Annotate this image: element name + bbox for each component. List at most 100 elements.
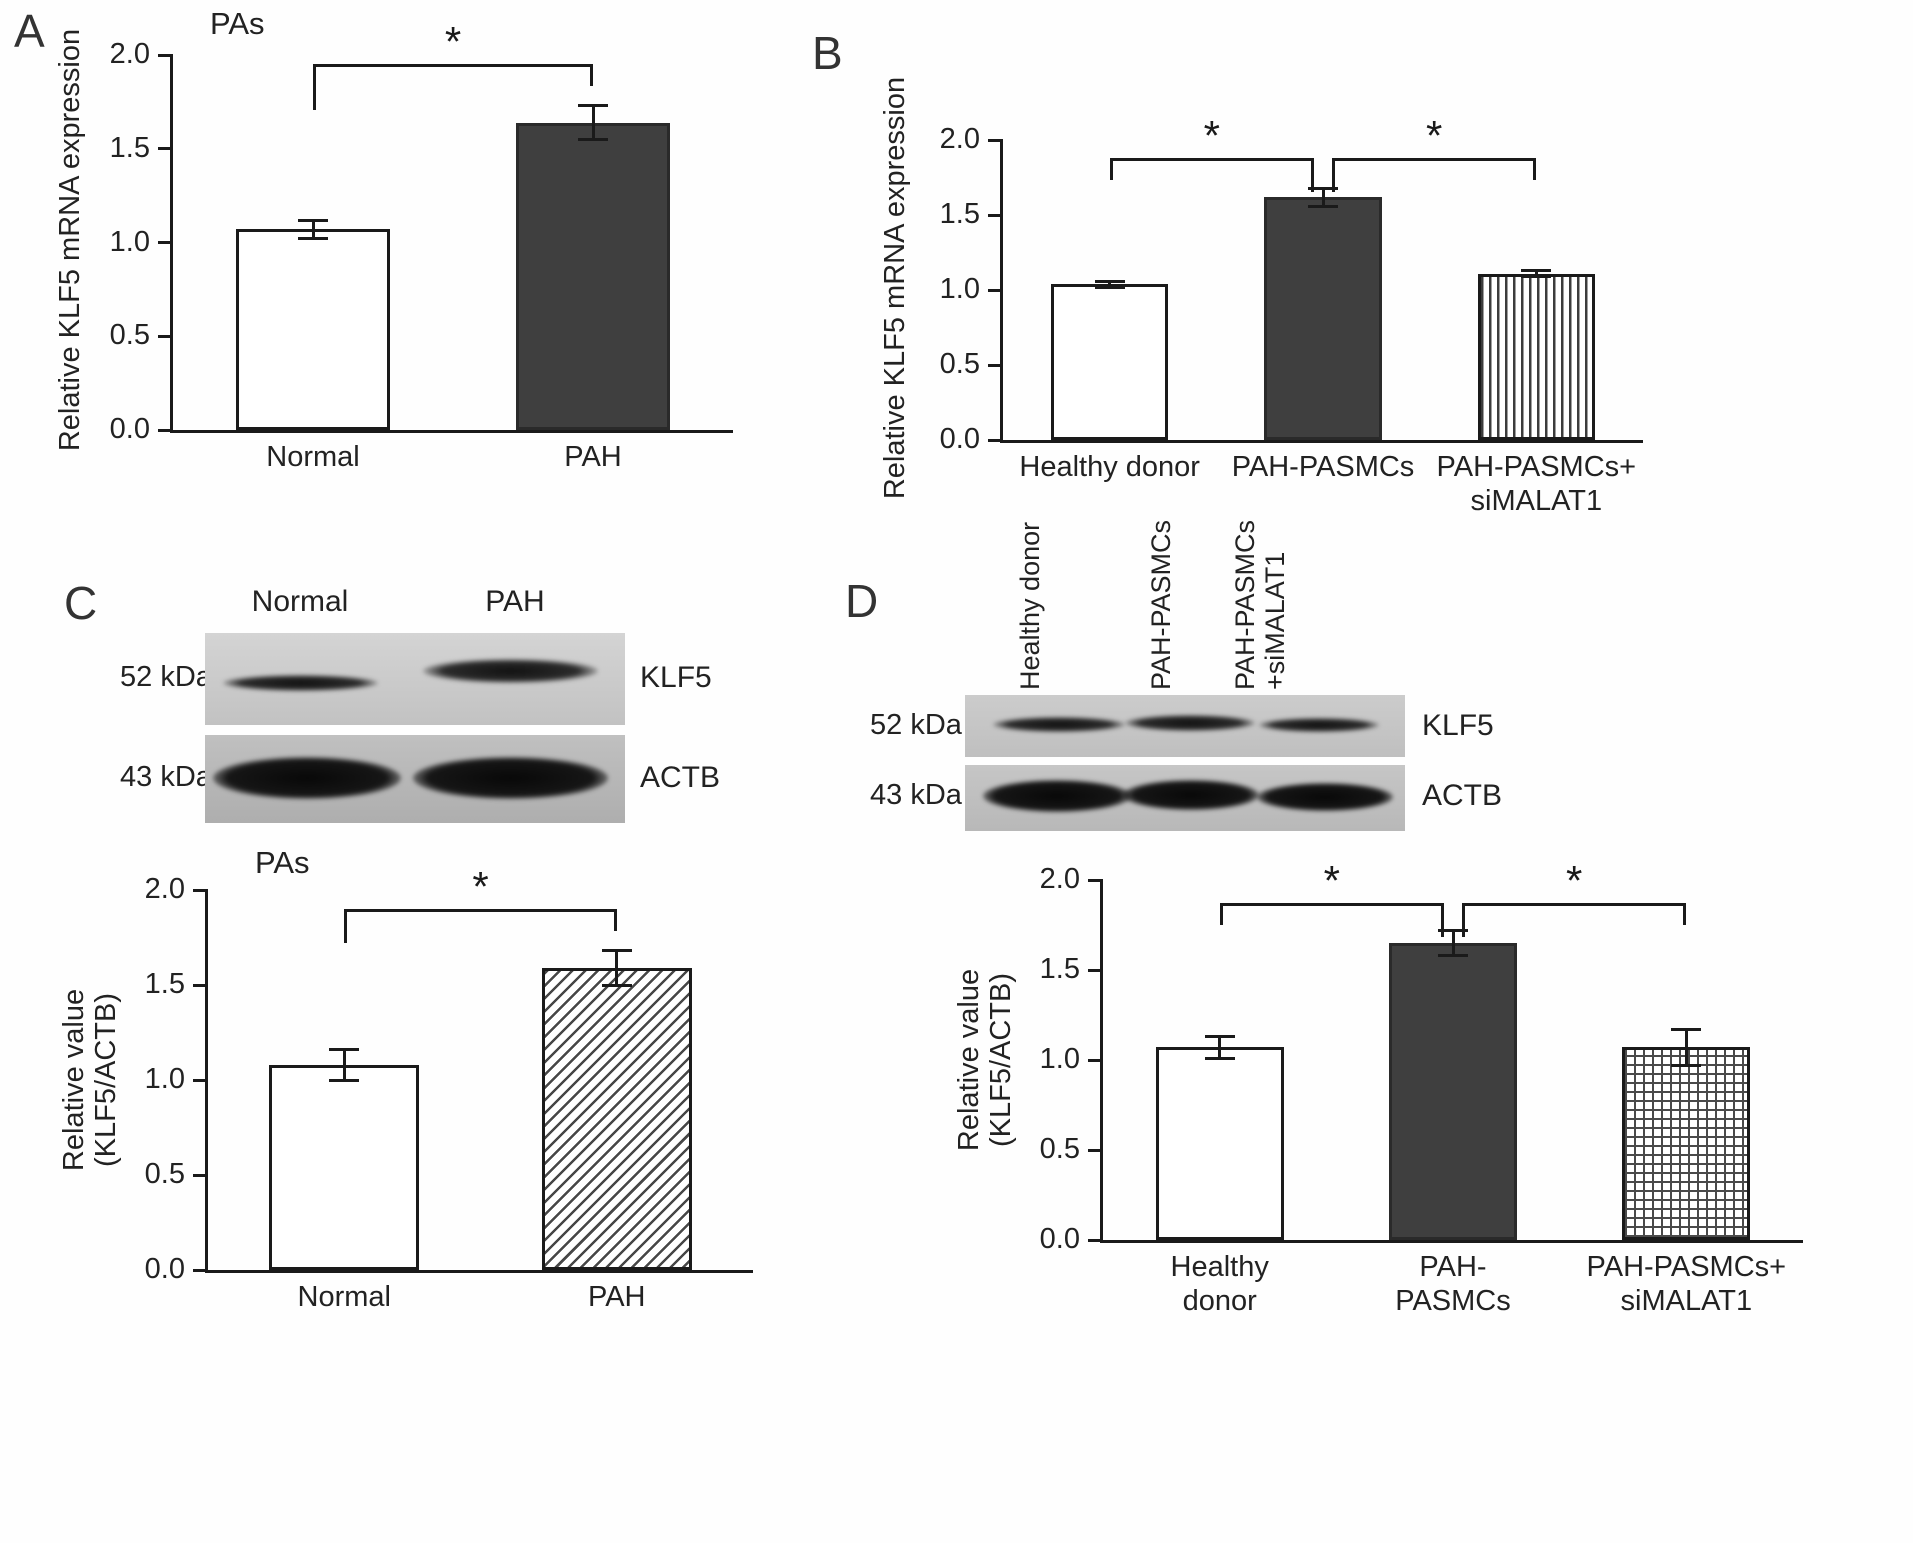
bar-1 xyxy=(1264,197,1382,440)
error-bar-cap xyxy=(298,218,328,222)
x-axis-label: PAH- PASMCs xyxy=(1395,1251,1511,1317)
bar-1 xyxy=(541,967,692,1270)
molecular-weight-label: 43 kDa xyxy=(870,779,962,811)
error-bar xyxy=(1534,270,1538,277)
y-axis-tick xyxy=(1088,878,1103,882)
y-axis-tick xyxy=(158,241,173,244)
blot-lane-label: PAH xyxy=(485,585,545,618)
y-axis-title: Relative KLF5 mRNA expression xyxy=(54,28,86,452)
error-bar-cap xyxy=(1671,1063,1702,1067)
y-axis-tick xyxy=(988,438,1003,442)
x-axis-label: PAH-PASMCs+ siMALAT1 xyxy=(1436,451,1637,517)
significance-bracket-end xyxy=(344,909,348,943)
y-axis-tick xyxy=(193,983,208,987)
error-bar xyxy=(342,1049,346,1080)
x-axis-label: PAH xyxy=(564,441,622,473)
significance-star: * xyxy=(1425,112,1443,159)
y-axis-tick xyxy=(193,888,208,892)
y-axis-tick-label: 1.5 xyxy=(939,198,980,230)
blot-band xyxy=(993,717,1125,732)
plot-area: 0.0 0.5 1.0 1.5 2.0 Healthy donor PAH- PASMCs P… xyxy=(1040,857,1803,1317)
error-bar-cap xyxy=(1308,204,1338,208)
y-axis-tick xyxy=(193,1268,208,1272)
y-axis-tick-label: 1.0 xyxy=(109,225,150,258)
error-bar-cap xyxy=(601,983,632,987)
significance-bracket xyxy=(1219,903,1444,907)
y-axis-tick-label: 0.0 xyxy=(939,423,980,455)
molecular-weight-label: 43 kDa xyxy=(120,761,212,793)
significance-star: * xyxy=(472,863,489,910)
molecular-weight-label: 52 kDa xyxy=(120,661,212,693)
protein-label: ACTB xyxy=(1422,779,1503,812)
chart-title: PAs xyxy=(210,6,265,41)
blot-band xyxy=(1123,780,1259,810)
significance-bracket-end xyxy=(1109,158,1113,180)
panel-c-blot: Normal PAH 52 kDa KLF5 43 kDa ACTB xyxy=(120,585,780,845)
error-bar xyxy=(311,220,315,239)
blot-lane-label: Normal xyxy=(251,585,349,618)
molecular-weight-label: 52 kDa xyxy=(870,709,962,741)
error-bar-cap xyxy=(578,104,608,108)
protein-label: KLF5 xyxy=(640,661,712,694)
error-bar-cap xyxy=(1521,269,1552,272)
y-axis-tick xyxy=(1088,1238,1103,1242)
y-axis-tick-label: 2.0 xyxy=(144,873,185,905)
y-axis-tick-label: 0.5 xyxy=(109,319,150,352)
blot-strip-klf5 xyxy=(205,633,625,725)
error-bar-cap xyxy=(1204,1056,1235,1060)
y-axis-tick-label: 0.5 xyxy=(144,1158,185,1190)
panel-b-chart: Relative KLF5 mRNA expression 0.0 0.5 1.0 1… xyxy=(860,55,1910,535)
error-bar xyxy=(1108,281,1112,287)
error-bar-cap xyxy=(1094,285,1125,289)
error-bar-cap xyxy=(1094,279,1125,283)
y-axis-tick xyxy=(158,334,173,338)
y-axis-tick xyxy=(158,428,173,432)
blot-lane-label: Healthy donor xyxy=(1015,521,1045,690)
y-axis-tick xyxy=(1088,968,1103,972)
plot-area: 0.0 0.5 1.0 1.5 2.0 Normal PAH * xyxy=(145,863,753,1313)
panel-label-d: D xyxy=(845,575,879,627)
error-bar-cap xyxy=(1521,275,1552,278)
bar-0 xyxy=(1155,1047,1284,1240)
panel-a-chart: Relative KLF5 mRNA expression PAs 0.0 0.5… xyxy=(40,6,760,490)
significance-bracket-end xyxy=(1683,903,1687,926)
bar-0 xyxy=(1051,284,1169,440)
blot-strip-klf5 xyxy=(965,695,1405,757)
error-bar-cap xyxy=(1308,186,1338,190)
y-axis-tick-label: 0.5 xyxy=(939,348,980,380)
y-axis-tick-label: 0.0 xyxy=(1039,1223,1080,1255)
y-axis-title: Relative value (KLF5/ACTB) xyxy=(58,988,122,1172)
error-bar xyxy=(1684,1029,1688,1066)
y-axis-tick-label: 1.5 xyxy=(144,968,185,1000)
blot-band xyxy=(223,675,378,691)
x-axis-label: PAH-PASMCs xyxy=(1231,451,1415,483)
y-axis-tick-label: 0.0 xyxy=(144,1253,185,1285)
error-bar xyxy=(1321,188,1325,206)
error-bar-cap xyxy=(1438,954,1468,958)
bar-0 xyxy=(236,229,390,430)
error-bar-cap xyxy=(329,1078,360,1082)
significance-star: * xyxy=(1323,857,1340,905)
blot-band xyxy=(423,659,598,683)
blot-band xyxy=(1125,715,1255,731)
significance-star: * xyxy=(444,18,462,66)
blot-strip-actb xyxy=(205,735,625,823)
significance-bracket-end xyxy=(1311,158,1314,192)
protein-label: KLF5 xyxy=(1422,709,1494,742)
blot-band xyxy=(213,757,401,799)
protein-label: ACTB xyxy=(640,761,721,794)
y-axis-tick xyxy=(158,147,173,151)
blot-lane-label: PAH-PASMCs xyxy=(1146,519,1176,690)
blot-band xyxy=(413,757,608,799)
blot-lane-label: PAH-PASMCs +siMALAT1 xyxy=(1230,519,1290,690)
significance-star: * xyxy=(1203,112,1220,159)
y-axis-tick xyxy=(988,288,1003,292)
significance-bracket-end xyxy=(1462,903,1465,938)
y-axis-tick-label: 1.0 xyxy=(1039,1043,1080,1075)
significance-star: * xyxy=(1565,857,1583,905)
x-axis-label: Normal xyxy=(297,1281,391,1313)
error-bar-cap xyxy=(1671,1027,1702,1031)
error-bar xyxy=(1218,1036,1222,1059)
significance-bracket-end xyxy=(1219,903,1223,926)
